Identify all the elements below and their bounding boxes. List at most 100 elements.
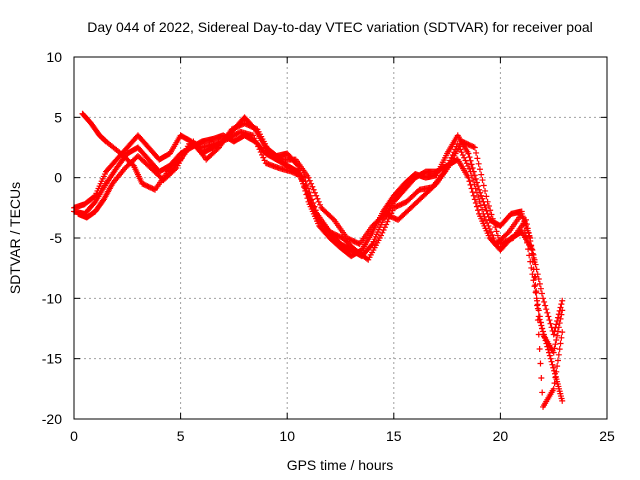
data-point [466,178,473,185]
data-point [479,206,486,213]
data-point [476,198,483,205]
data-point [473,149,480,156]
data-point [302,178,309,185]
data-point [488,211,495,218]
data-point [389,207,396,214]
data-points [71,110,566,410]
data-point [474,155,481,162]
data-point [449,151,456,158]
data-point [544,343,551,350]
data-point [478,171,485,178]
data-point [470,177,477,184]
data-point [329,215,336,222]
data-point [538,290,545,297]
data-point [306,189,313,196]
data-point [466,165,473,172]
data-point [463,160,470,167]
data-point [253,140,260,147]
data-point [493,228,500,235]
data-point [450,149,457,156]
x-tick-label: 20 [493,428,509,444]
data-point [489,231,496,238]
data-point [530,254,537,261]
data-point [538,374,545,381]
data-point [465,174,472,181]
data-point [551,370,558,377]
data-point [541,298,548,305]
data-point [469,165,476,172]
data-point [472,200,479,207]
data-point [476,166,483,173]
data-point [479,177,486,184]
data-point [542,337,549,344]
data-point [558,334,565,341]
data-point [537,360,544,367]
data-point [301,174,308,181]
data-point [543,306,550,313]
data-point [311,189,318,196]
data-point [313,192,320,199]
data-point [441,168,448,175]
data-point [462,157,469,164]
data-point [172,166,179,173]
data-point [550,364,557,371]
data-point [540,295,547,302]
data-point [385,215,392,222]
x-tick-label: 5 [177,428,185,444]
data-point [470,192,477,199]
data-point [548,358,555,365]
x-tick-label: 0 [70,428,78,444]
data-point [546,349,553,356]
data-point [484,198,491,205]
data-point [531,283,538,290]
data-point [541,334,548,341]
x-tick-label: 10 [279,428,295,444]
data-point [536,280,543,287]
data-point [544,309,551,316]
data-point [471,181,478,188]
x-tick-label: 15 [386,428,402,444]
data-point [475,193,482,200]
data-point [483,193,490,200]
data-point [472,185,479,192]
data-point [477,202,484,209]
data-point [457,146,464,153]
data-point [471,196,478,203]
data-point [469,189,476,196]
data-point [538,322,545,329]
data-point [473,189,480,196]
data-point [554,357,561,364]
data-point [554,328,561,335]
data-point [470,143,477,150]
data-point [308,180,315,187]
data-point [555,351,562,358]
data-point [250,132,257,139]
data-point [552,341,559,348]
data-point [214,145,221,152]
data-point [386,213,393,220]
data-point [445,160,452,167]
data-point [557,340,564,347]
plot-frame [73,56,608,420]
data-point [312,207,319,214]
data-point [551,367,558,374]
data-point [452,146,459,153]
data-point [304,195,311,202]
data-point [558,301,565,308]
data-point [480,182,487,189]
data-point [380,227,387,234]
x-axis-label: GPS time / hours [287,457,394,473]
data-point [554,363,561,370]
data-point [546,352,553,359]
x-tick-label: 25 [599,428,615,444]
data-point [454,140,461,147]
data-point [486,225,493,232]
data-point [461,154,468,161]
y-tick-label: -10 [42,290,62,306]
data-point [539,325,546,332]
data-point [311,203,318,210]
data-point [456,143,463,150]
data-point [317,201,324,208]
data-point [480,210,487,217]
